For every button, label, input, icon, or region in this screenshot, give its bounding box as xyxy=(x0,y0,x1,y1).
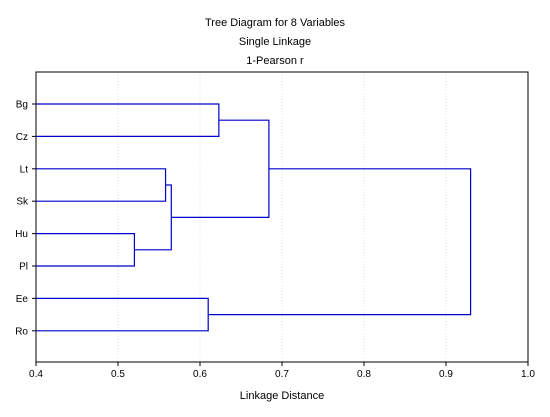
leaf-label: Ee xyxy=(16,294,29,305)
x-tick-label: 0.6 xyxy=(193,369,207,380)
leaf-label: Sk xyxy=(16,197,29,208)
x-tick-label: 1.0 xyxy=(521,369,535,380)
leaf-label: Cz xyxy=(16,132,28,143)
x-tick-label: 0.8 xyxy=(357,369,371,380)
chart-title-line-3: 1-Pearson r xyxy=(246,55,304,67)
dendrogram-link xyxy=(171,119,270,218)
x-tick-label: 0.4 xyxy=(29,369,43,380)
leaf-label: Hu xyxy=(15,229,28,240)
x-tick-label: 0.7 xyxy=(275,369,289,380)
chart-title-line-2: Single Linkage xyxy=(239,36,311,48)
x-tick-label: 0.5 xyxy=(111,369,125,380)
leaf-label: Lt xyxy=(20,164,29,175)
dendrogram-link xyxy=(36,297,209,332)
chart-title-line-1: Tree Diagram for 8 Variables xyxy=(205,17,345,29)
x-axis-title: Linkage Distance xyxy=(240,390,324,402)
leaf-label: Pl xyxy=(19,262,28,273)
leaf-label: Bg xyxy=(16,100,28,111)
leaf-label: Ro xyxy=(15,326,28,337)
dendrogram-link xyxy=(36,233,135,267)
dendrogram-link xyxy=(36,168,167,202)
dendrogram-link xyxy=(36,103,220,137)
x-tick-label: 0.9 xyxy=(439,369,453,380)
dendrogram-link xyxy=(208,168,472,316)
